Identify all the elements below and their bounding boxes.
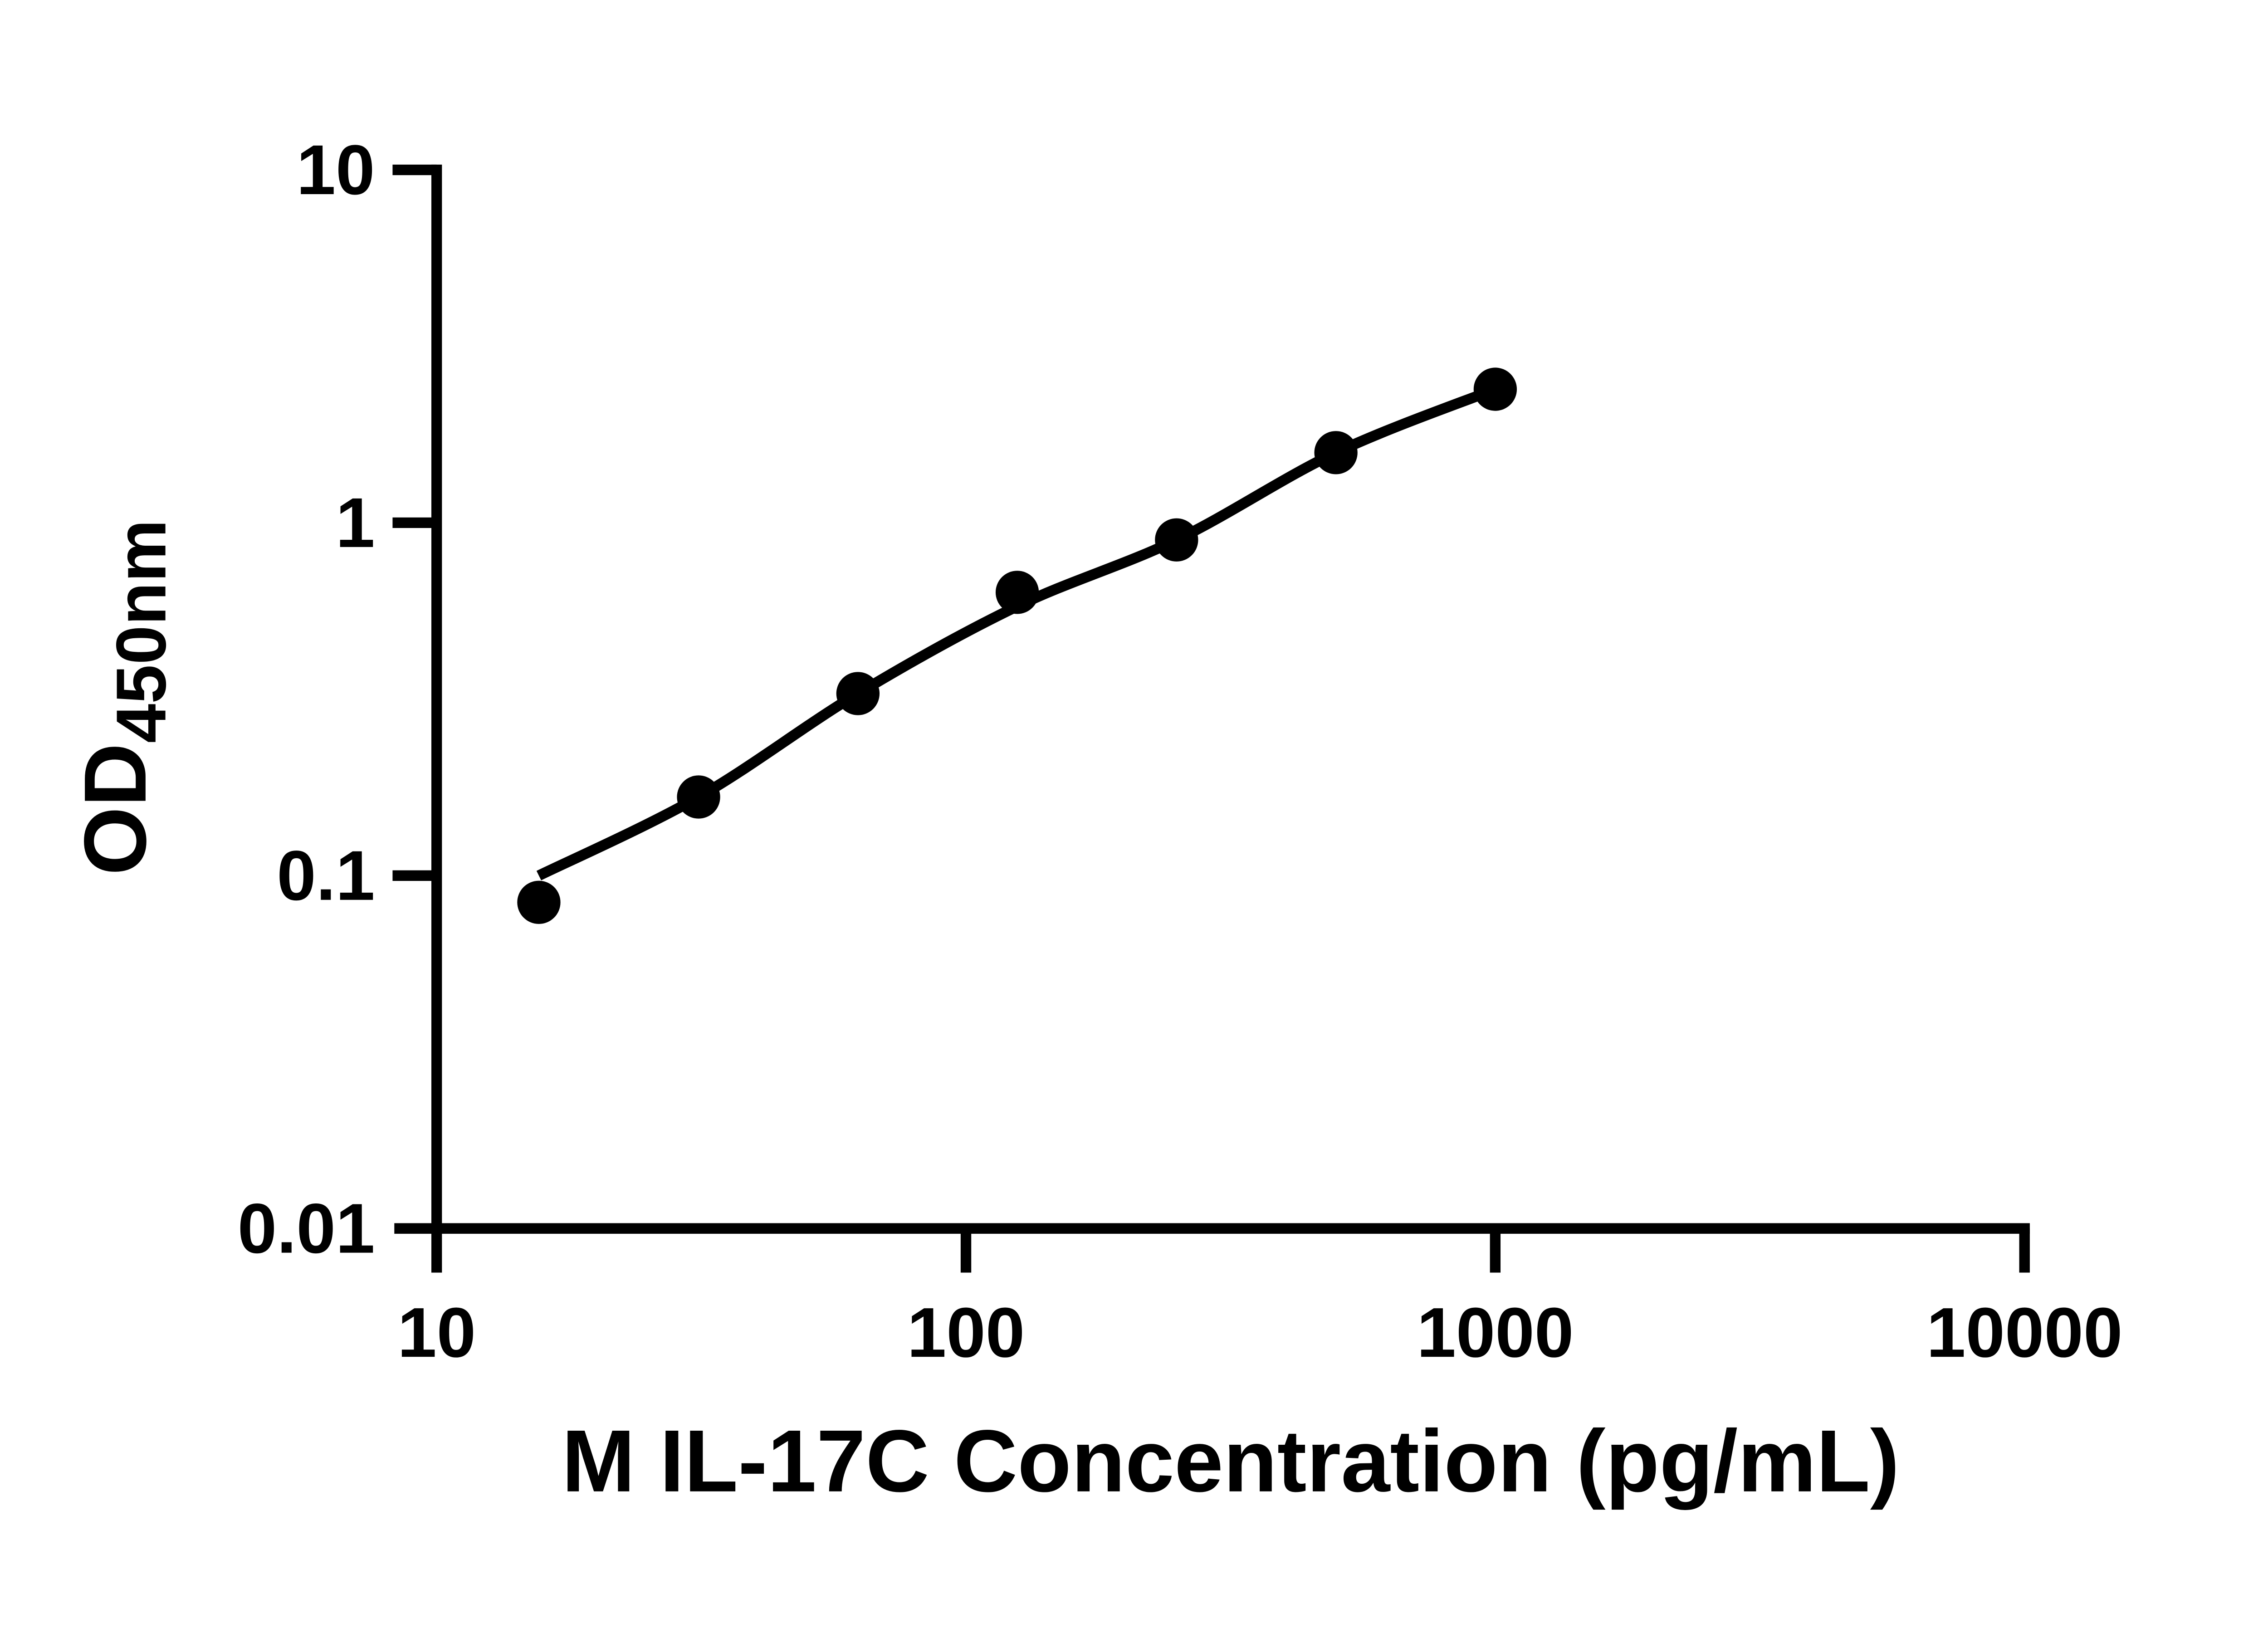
y-tick-label: 0.1	[277, 836, 375, 915]
y-tick-label: 10	[296, 130, 375, 209]
data-point	[836, 672, 880, 715]
plot-area: 10 1 0.1 0.01 10 100 1000 10000	[238, 130, 2123, 1372]
y-tick-label: 0.01	[238, 1189, 375, 1268]
data-point	[517, 880, 561, 924]
y-axis-title: OD450nm	[66, 519, 181, 875]
data-point	[1314, 431, 1358, 474]
data-point	[995, 571, 1039, 614]
data-point	[1155, 518, 1198, 562]
data-point	[677, 775, 720, 819]
y-axis-title-subscript: 450nm	[102, 519, 181, 743]
y-tick-label: 1	[336, 483, 375, 562]
x-tick-label: 10	[397, 1293, 476, 1372]
x-tick-label: 10000	[1926, 1293, 2123, 1372]
x-axis-title: M IL-17C Concentration (pg/mL)	[562, 1412, 1899, 1511]
y-axis-title-base: OD	[66, 743, 165, 875]
data-point	[1473, 367, 1517, 411]
x-tick-label: 100	[907, 1293, 1025, 1372]
x-tick-label: 1000	[1417, 1293, 1574, 1372]
